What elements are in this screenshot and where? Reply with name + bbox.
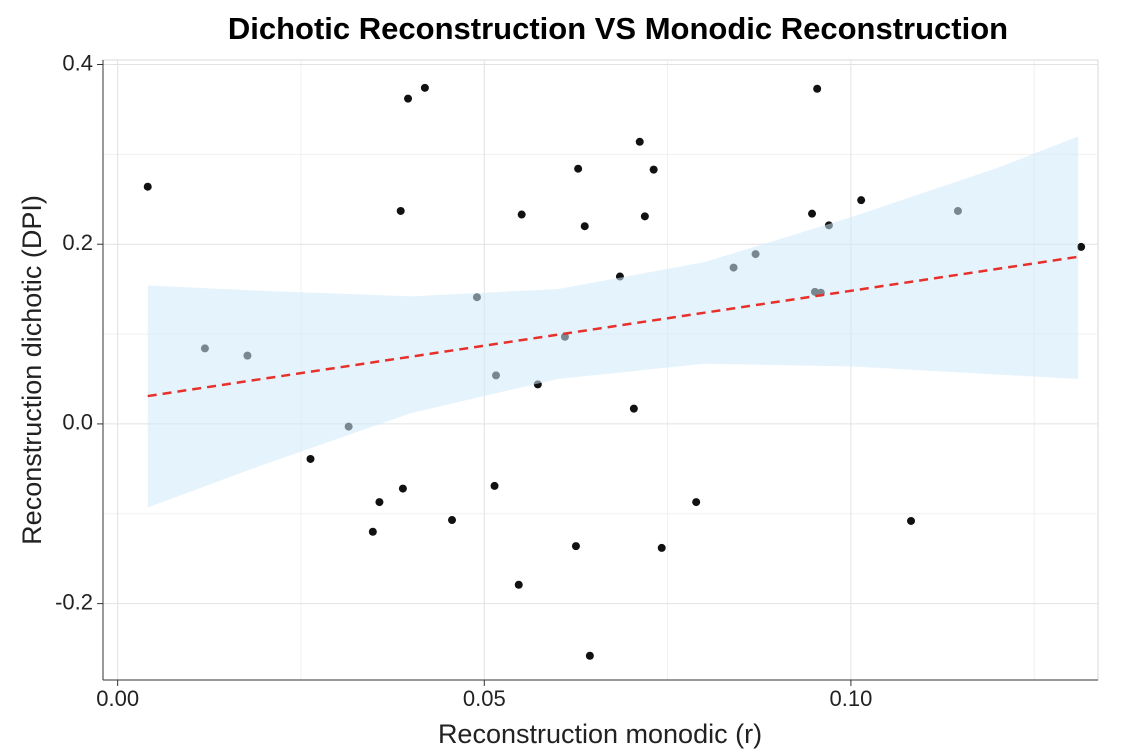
point <box>143 182 152 191</box>
y-tick-label: -0.2 <box>55 589 93 614</box>
chart-title: Dichotic Reconstruction VS Monodic Recon… <box>228 11 1008 46</box>
fit-line <box>147 255 1079 398</box>
point <box>306 454 315 463</box>
point <box>629 404 638 413</box>
point <box>1077 242 1086 251</box>
point <box>396 206 405 215</box>
point <box>907 516 916 525</box>
point <box>375 498 384 507</box>
x-tick-label: 0.05 <box>463 686 506 711</box>
point <box>635 137 644 146</box>
point <box>692 498 701 507</box>
x-axis-title: Reconstruction monodic (r) <box>438 719 762 749</box>
point <box>517 210 526 219</box>
point <box>420 83 429 92</box>
point <box>571 542 580 551</box>
point <box>574 164 583 173</box>
point <box>640 212 649 221</box>
x-tick-label: 0.00 <box>96 686 139 711</box>
point <box>585 651 594 660</box>
y-tick-label: 0.4 <box>62 50 93 75</box>
point <box>368 527 377 536</box>
point <box>490 481 499 490</box>
y-tick-label: 0.2 <box>62 230 93 255</box>
point <box>808 209 817 218</box>
point <box>649 165 658 174</box>
y-tick-label: 0.0 <box>62 410 93 435</box>
point <box>514 580 523 589</box>
point <box>580 222 589 231</box>
y-axis-title: Reconstruction dichotic (DPI) <box>17 195 47 545</box>
point <box>448 516 457 525</box>
point <box>857 196 866 205</box>
point <box>813 84 822 93</box>
point <box>404 94 413 103</box>
point <box>657 543 666 552</box>
point <box>398 484 407 493</box>
x-tick-label: 0.10 <box>829 686 872 711</box>
confidence-band <box>147 136 1079 508</box>
